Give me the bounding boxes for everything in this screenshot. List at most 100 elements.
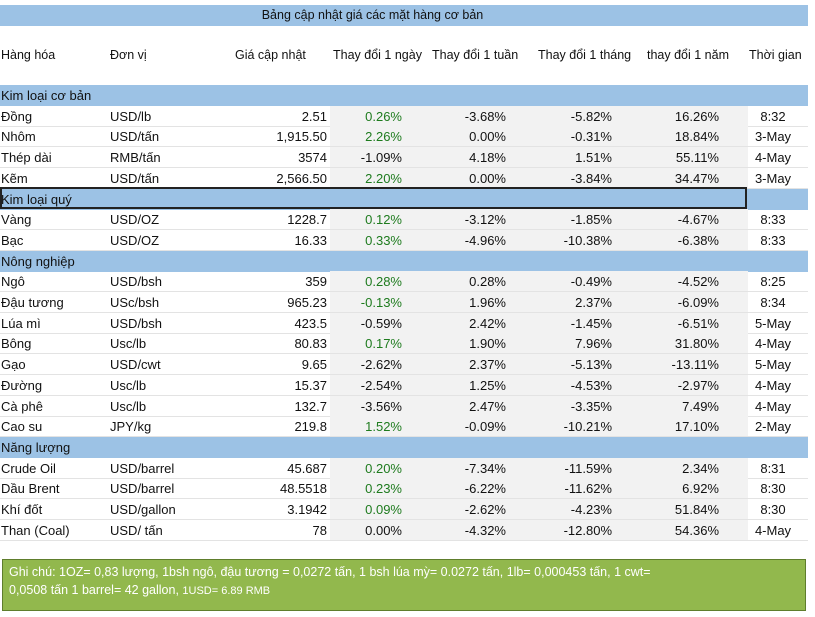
cell-day[interactable]: 2.26% — [365, 129, 402, 145]
cell-month[interactable]: -12.80% — [563, 522, 612, 538]
cell-month[interactable]: 1.51% — [575, 150, 612, 166]
cell-year[interactable]: 54.36% — [674, 522, 719, 538]
cell-week[interactable]: -2.62% — [464, 502, 506, 517]
cell-unit[interactable]: USD/OZ — [110, 212, 160, 228]
cell-price[interactable]: 45.687 — [287, 460, 327, 476]
table-row[interactable]: Ngô USD/bsh 359 0.28% 0.28% -0.49% -4.52% 8:25 — [0, 271, 808, 293]
header-unit[interactable]: Đơn vị — [110, 48, 147, 62]
header-year[interactable]: thay đổi 1 năm — [647, 48, 729, 62]
cell-day[interactable]: -3.56% — [360, 398, 402, 414]
cell-unit[interactable]: JPY/kg — [110, 419, 152, 435]
cell-year[interactable]: 2.34% — [682, 460, 719, 476]
cell-price[interactable]: 9.65 — [301, 357, 327, 373]
cell-year[interactable]: 7.49% — [682, 398, 719, 414]
cell-time[interactable]: 8:33 — [760, 212, 786, 228]
cell-month[interactable]: -5.82% — [570, 108, 612, 124]
table-row[interactable]: Nhôm USD/tấn 1,915.50 2.26% 0.00% -0.31% 18.84… — [0, 126, 808, 148]
header-day[interactable]: Thay đổi 1 ngày — [333, 48, 422, 62]
cell-year[interactable]: -6.38% — [677, 232, 719, 248]
cell-name[interactable]: Crude Oil — [1, 460, 56, 476]
header-month[interactable]: Thay đổi 1 tháng — [538, 48, 632, 62]
cell-month[interactable]: -0.49% — [570, 274, 612, 290]
table-row[interactable]: Than (Coal) USD/ tấn 78 0.00% -4.32% -12.80% 5… — [0, 519, 808, 541]
cell-month[interactable]: -11.59% — [564, 460, 612, 476]
cell-time[interactable]: 8:30 — [760, 481, 786, 497]
cell-week[interactable]: 1.25% — [469, 377, 506, 393]
cell-year[interactable]: 16.26% — [674, 108, 719, 124]
cell-time[interactable]: 4-May — [754, 377, 792, 393]
cell-year[interactable]: 6.92% — [682, 481, 719, 497]
section-row[interactable]: Năng lượng — [0, 436, 808, 458]
cell-price[interactable]: 15.37 — [294, 377, 327, 393]
cell-month[interactable]: -1.45% — [570, 315, 612, 331]
cell-day[interactable]: 0.20% — [365, 460, 402, 476]
cell-day[interactable]: 0.28% — [365, 274, 402, 290]
table-row[interactable]: Đậu tương USc/bsh 965.23 -0.13% 1.96% 2.37% -6… — [0, 292, 808, 313]
cell-price[interactable]: 132.7 — [294, 398, 327, 414]
cell-week[interactable]: -6.22% — [464, 481, 506, 497]
cell-price[interactable]: 16.33 — [294, 232, 327, 248]
cell-price[interactable]: 965.23 — [287, 295, 327, 310]
cell-week[interactable]: 1.90% — [469, 336, 506, 352]
cell-name[interactable]: Cao su — [1, 419, 43, 435]
cell-name[interactable]: Bạc — [1, 232, 24, 248]
cell-unit[interactable]: Usc/lb — [110, 336, 147, 352]
cell-year[interactable]: -2.97% — [677, 377, 719, 393]
cell-year[interactable]: 55.11% — [675, 150, 719, 166]
cell-time[interactable]: 4-May — [754, 398, 792, 414]
cell-name[interactable]: Đồng — [1, 108, 33, 124]
cell-time[interactable]: 3-May — [754, 129, 792, 145]
table-row[interactable]: Cà phê Usc/lb 132.7 -3.56% 2.47% -3.35% 7.49% 4… — [0, 395, 808, 417]
cell-month[interactable]: -10.21% — [563, 419, 612, 435]
cell-week[interactable]: 2.37% — [469, 357, 506, 373]
cell-week[interactable]: 2.47% — [469, 398, 506, 414]
cell-unit[interactable]: RMB/tấn — [110, 150, 161, 166]
cell-unit[interactable]: Usc/lb — [110, 377, 147, 393]
cell-week[interactable]: -4.32% — [464, 522, 506, 538]
cell-unit[interactable]: USD/tấn — [110, 129, 160, 145]
cell-time[interactable]: 3-May — [754, 170, 792, 186]
cell-year[interactable]: -6.51% — [677, 315, 719, 331]
cell-price[interactable]: 2,566.50 — [276, 170, 327, 186]
header-price[interactable]: Giá cập nhật — [235, 48, 306, 62]
cell-price[interactable]: 3574 — [298, 150, 327, 166]
cell-price[interactable]: 423.5 — [294, 315, 327, 331]
cell-day[interactable]: 0.09% — [365, 502, 402, 517]
cell-time[interactable]: 8:30 — [760, 502, 786, 517]
cell-unit[interactable]: USD/barrel — [110, 460, 175, 476]
cell-year[interactable]: 31.80% — [674, 336, 719, 352]
cell-year[interactable]: 17.10% — [674, 419, 719, 435]
cell-day[interactable]: 0.00% — [365, 522, 402, 538]
cell-name[interactable]: Gạo — [1, 357, 26, 373]
cell-week[interactable]: -3.68% — [464, 108, 506, 124]
cell-unit[interactable]: Usc/lb — [110, 398, 147, 414]
cell-name[interactable]: Lúa mì — [1, 315, 41, 331]
cell-week[interactable]: -0.09% — [464, 419, 506, 435]
table-row[interactable]: Gạo USD/cwt 9.65 -2.62% 2.37% -5.13% -13.11% 5-… — [0, 354, 808, 376]
cell-month[interactable]: -1.85% — [570, 212, 612, 228]
cell-day[interactable]: 0.33% — [365, 232, 402, 248]
cell-day[interactable]: -0.13% — [360, 295, 402, 310]
cell-name[interactable]: Đường — [1, 377, 43, 393]
cell-month[interactable]: -4.53% — [570, 377, 612, 393]
cell-year[interactable]: 34.47% — [674, 170, 719, 186]
cell-name[interactable]: Vàng — [1, 212, 32, 228]
table-row[interactable]: Cao su JPY/kg 219.8 1.52% -0.09% -10.21% 17.10… — [0, 416, 808, 438]
cell-day[interactable]: 1.52% — [365, 419, 402, 435]
header-time[interactable]: Thời gian — [749, 48, 802, 62]
cell-week[interactable]: -4.96% — [464, 232, 506, 248]
cell-month[interactable]: 7.96% — [575, 336, 612, 352]
cell-unit[interactable]: USc/bsh — [110, 295, 160, 310]
cell-month[interactable]: -0.31% — [570, 129, 612, 145]
table-row[interactable]: Khí đốt USD/gallon 3.1942 0.09% -2.62% -4.23%… — [0, 499, 808, 520]
cell-unit[interactable]: USD/bsh — [110, 274, 163, 290]
cell-week[interactable]: 0.28% — [469, 274, 506, 290]
header-name[interactable]: Hàng hóa — [1, 48, 56, 62]
cell-price[interactable]: 3.1942 — [287, 502, 327, 517]
cell-month[interactable]: -11.62% — [564, 481, 612, 497]
section-row[interactable]: Nông nghiệp — [0, 250, 808, 272]
cell-month[interactable]: -4.23% — [570, 502, 612, 517]
cell-day[interactable]: -2.54% — [360, 377, 402, 393]
cell-unit[interactable]: USD/gallon — [110, 502, 176, 517]
cell-price[interactable]: 1228.7 — [287, 212, 327, 228]
